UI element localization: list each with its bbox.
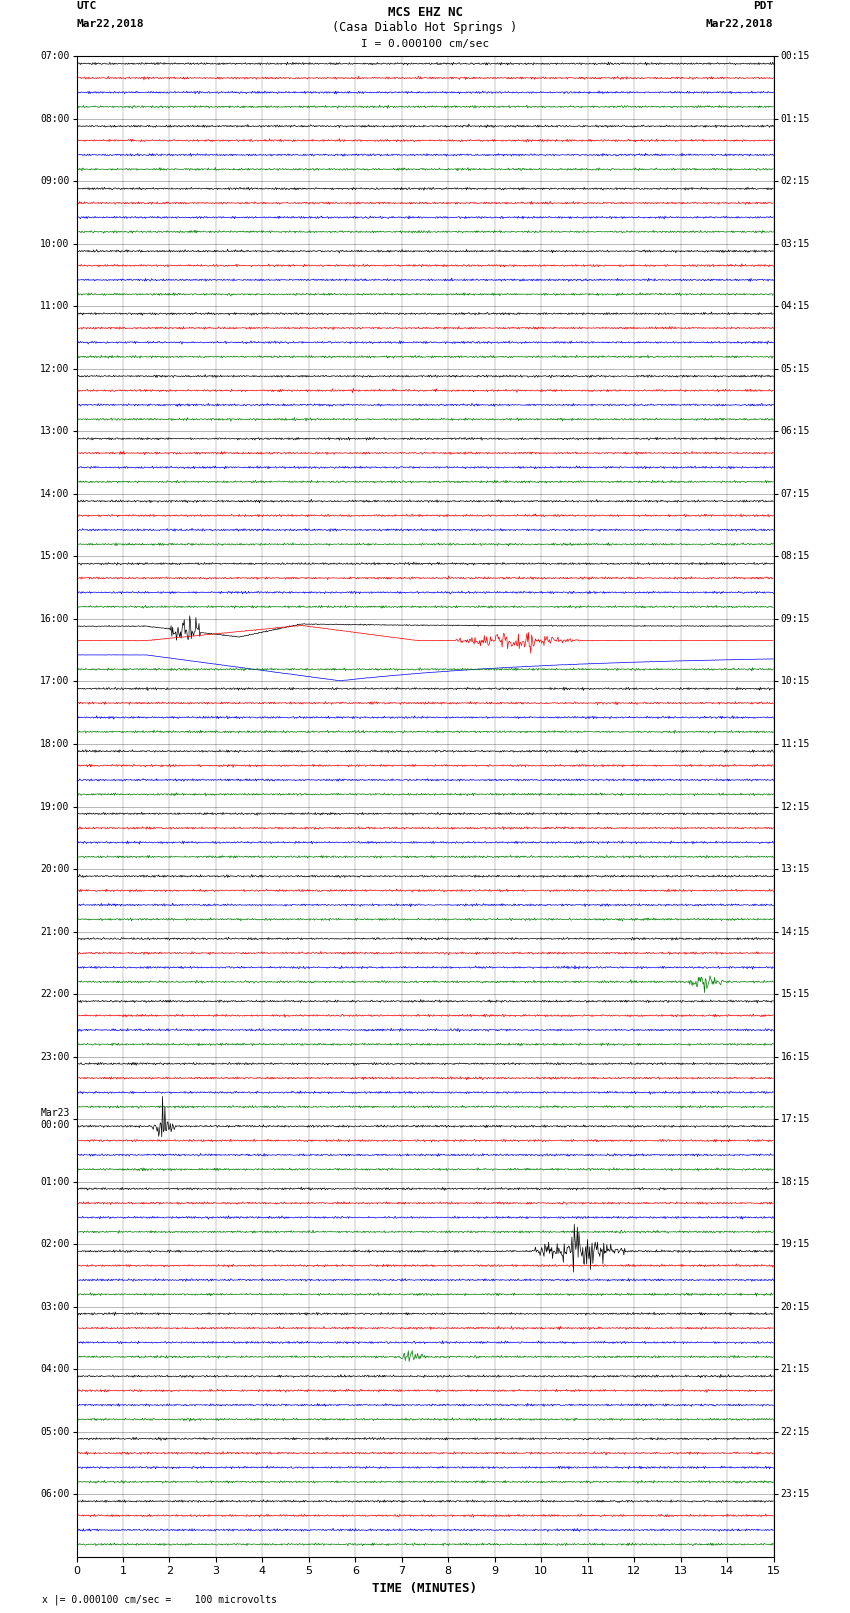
X-axis label: TIME (MINUTES): TIME (MINUTES) — [372, 1582, 478, 1595]
Text: x |= 0.000100 cm/sec =    100 microvolts: x |= 0.000100 cm/sec = 100 microvolts — [42, 1594, 277, 1605]
Text: Mar22,2018: Mar22,2018 — [706, 19, 774, 29]
Text: (Casa Diablo Hot Springs ): (Casa Diablo Hot Springs ) — [332, 21, 518, 34]
Text: I = 0.000100 cm/sec: I = 0.000100 cm/sec — [361, 39, 489, 48]
Text: PDT: PDT — [753, 2, 774, 11]
Text: Mar22,2018: Mar22,2018 — [76, 19, 144, 29]
Text: MCS EHZ NC: MCS EHZ NC — [388, 6, 462, 19]
Text: UTC: UTC — [76, 2, 97, 11]
